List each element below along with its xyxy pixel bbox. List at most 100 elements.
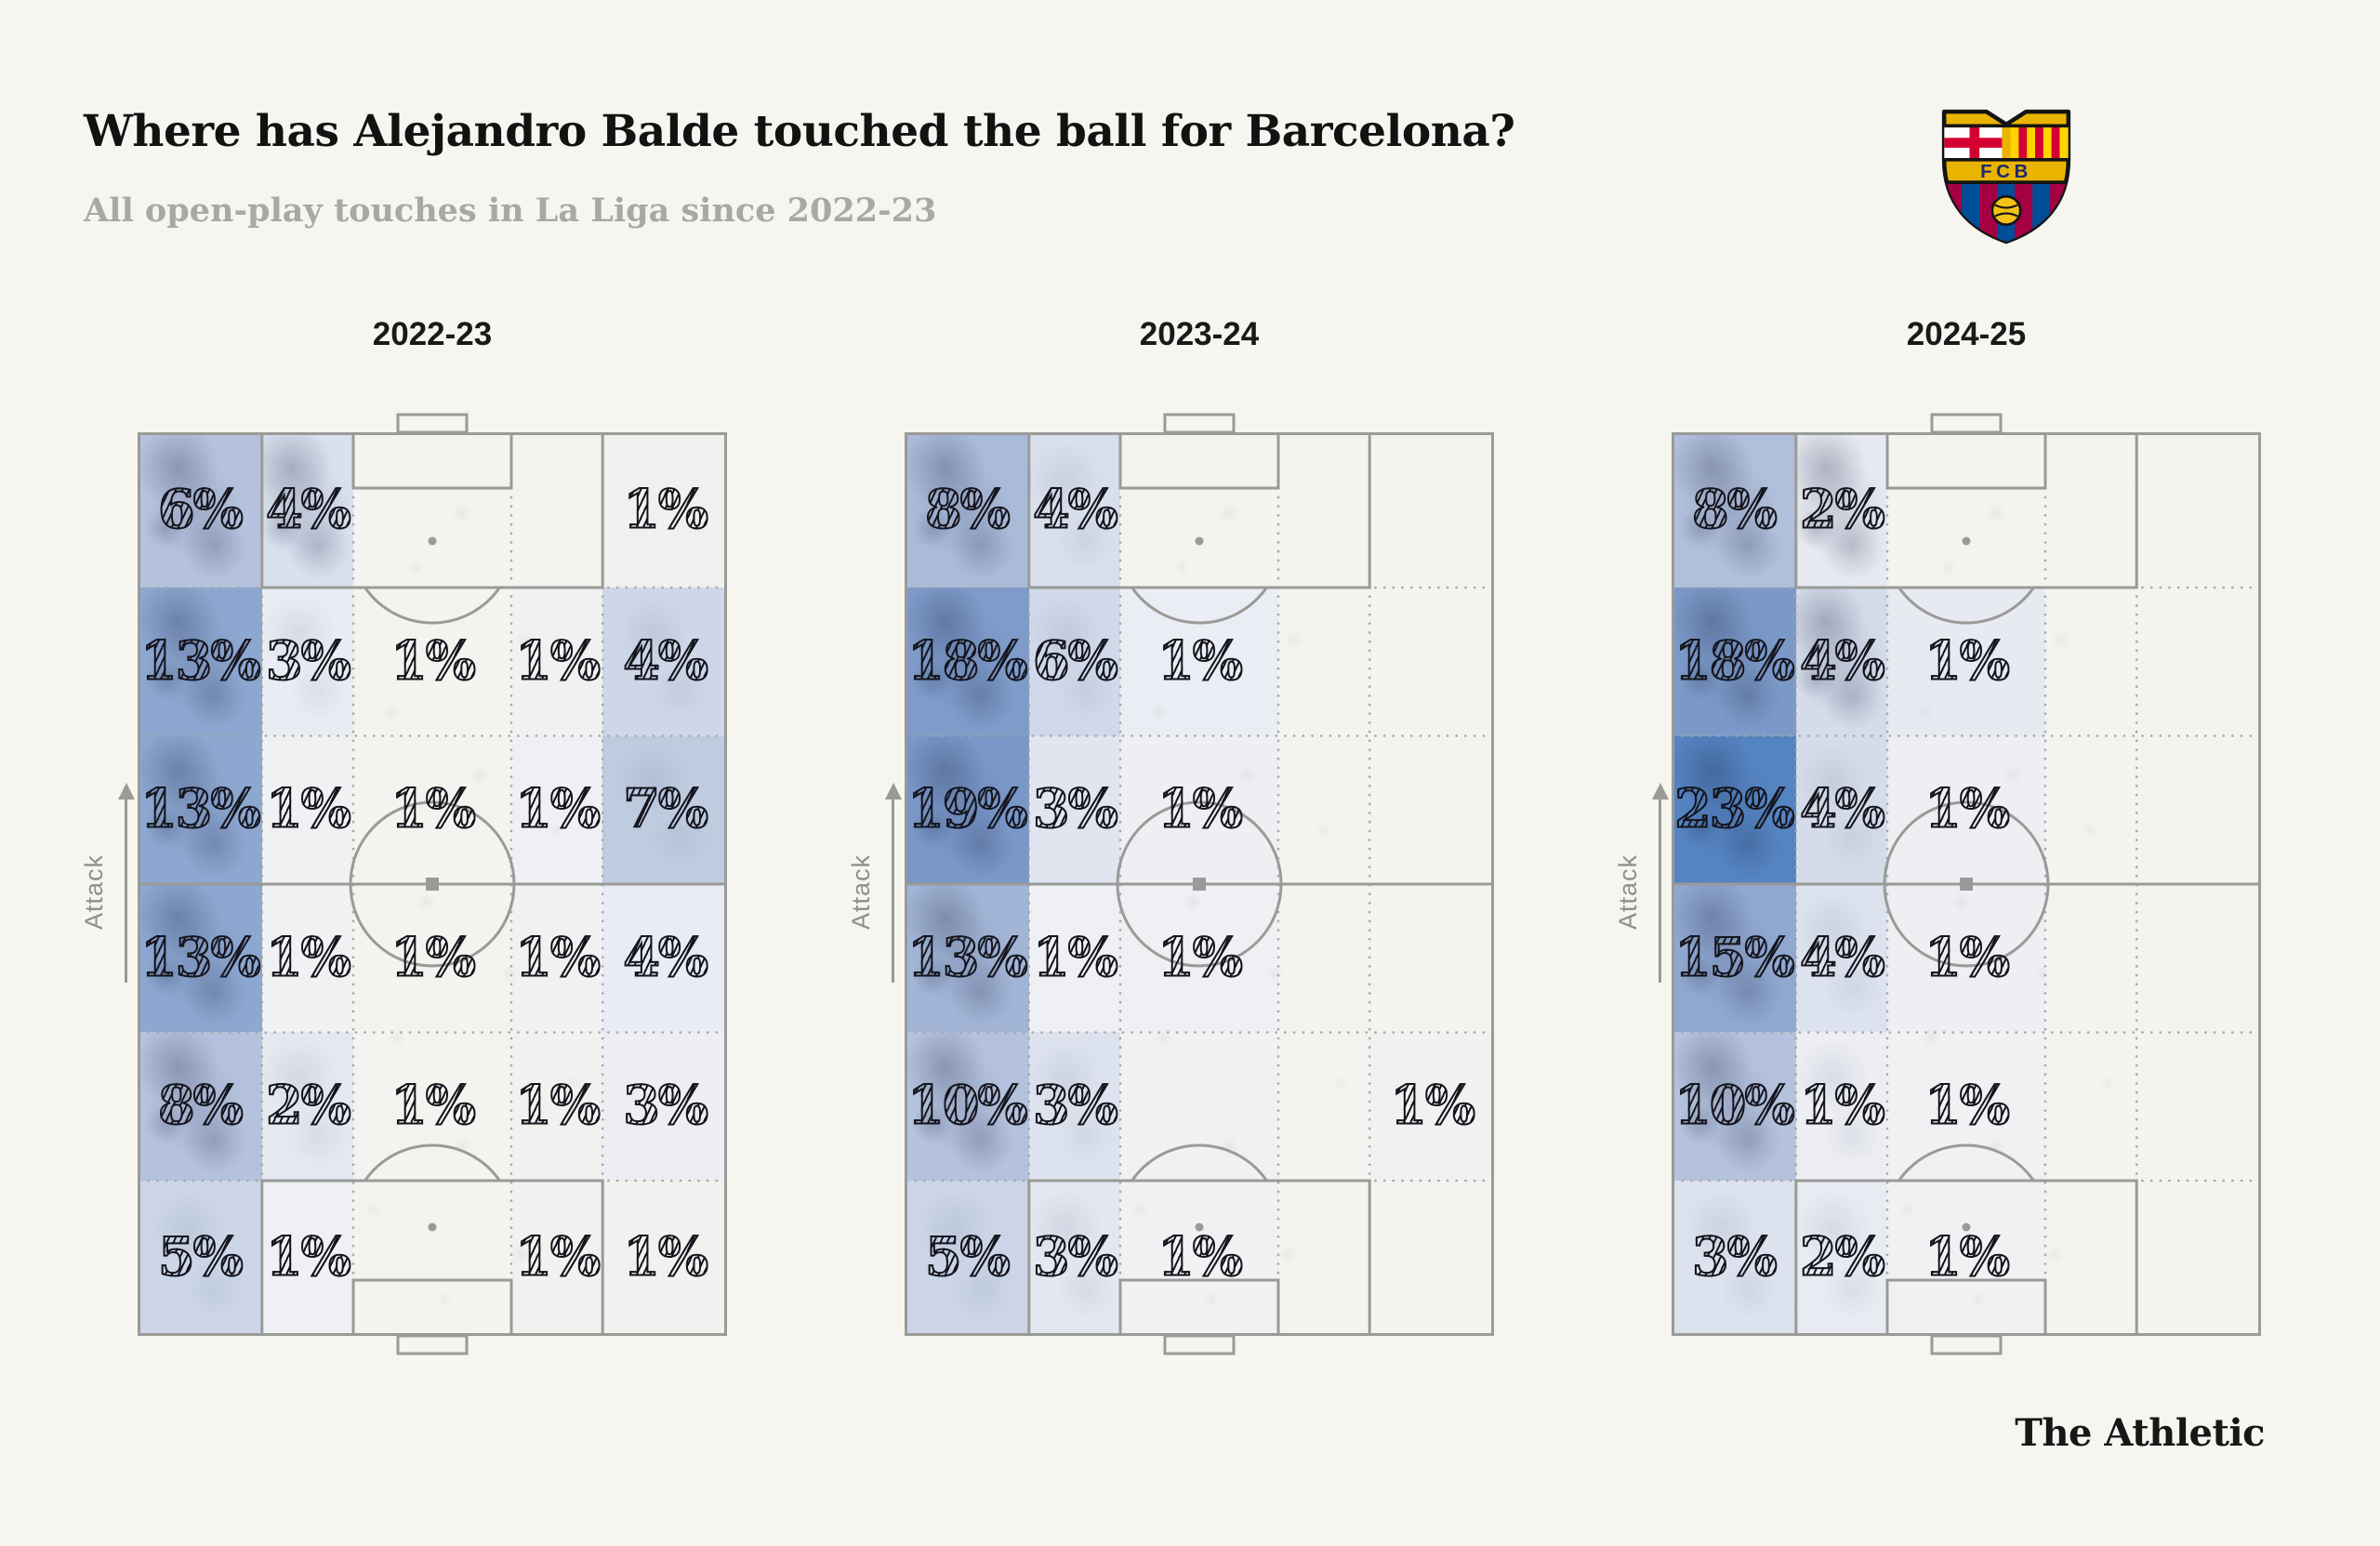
zone-cell (2136, 1032, 2261, 1181)
zone-label: 7% (622, 777, 709, 840)
zone-cell (1887, 1032, 2045, 1181)
zone-cell (2044, 1180, 2137, 1336)
penalty-arc-bottom (364, 1143, 501, 1182)
zone-cell (510, 1180, 603, 1336)
zone-cell (1120, 1032, 1278, 1181)
pitch-markings (138, 413, 727, 1355)
zone-cell (510, 1032, 603, 1181)
zone-label: 1% (265, 777, 352, 840)
zone-label: 4% (1799, 926, 1886, 989)
center-circle (1883, 800, 2050, 968)
zone-label: 3% (265, 629, 352, 693)
pitch: Attack 6% 4% 1% 13% 3% 1% 1% 4% 13% 1% 1% 1% 7% 13% 1%… (80, 413, 727, 1355)
zone-label: 13% (139, 629, 261, 693)
zone-cell (261, 735, 354, 884)
zone-cell (1369, 1180, 1494, 1336)
goal-top (396, 413, 469, 434)
zone-label: 19% (906, 777, 1028, 840)
zone-label: 10% (1673, 1074, 1795, 1137)
zone-label: 1% (514, 629, 602, 693)
zone-label: 5% (924, 1225, 1012, 1288)
zone-cell (2136, 588, 2261, 736)
zone-label: 4% (1799, 777, 1886, 840)
crest-catalan-quarter (2010, 126, 2069, 160)
zone-cell (261, 588, 354, 736)
zone-cell (1277, 1180, 1370, 1336)
zone-label: 1% (622, 477, 709, 540)
zone-label: 1% (390, 629, 477, 693)
center-circle (349, 800, 516, 968)
zone-cell (1887, 588, 2045, 736)
zone-cell (1795, 735, 1888, 884)
zone-cell (1369, 432, 1494, 588)
zone-cell (1672, 432, 1796, 588)
zone-cell (905, 1180, 1029, 1336)
goal-area-top (1885, 432, 2047, 490)
zone-cell (602, 1032, 727, 1181)
zone-cell (1672, 588, 1796, 736)
zone-label: 1% (1157, 777, 1244, 840)
zone-label: 1% (514, 1074, 602, 1137)
zone-cell (1672, 735, 1796, 884)
penalty-spot-bottom (1195, 1222, 1204, 1232)
goal-top (1163, 413, 1236, 434)
season-label: 2023-24 (1139, 316, 1260, 352)
zone-cell (905, 735, 1029, 884)
attack-direction-label: Attack (80, 853, 108, 930)
zone-cell (1672, 884, 1796, 1033)
penalty-arc-top (1897, 587, 2035, 625)
zone-label: 1% (1157, 926, 1244, 989)
pitch-markings (905, 413, 1494, 1355)
season-label: 2022-23 (372, 316, 493, 352)
zone-cell (2044, 884, 2137, 1033)
pitch: Attack 8% 4% 18% 6% 1% 19% 3% 1% 13% 1% 1% 10% 3% 1% 5… (847, 413, 1494, 1355)
season-panel-2023-24: 2023-24 (847, 316, 1494, 1487)
zone-cell (1795, 432, 1888, 588)
attack-direction-arrow-icon (117, 783, 135, 983)
penalty-arc-top (1130, 587, 1268, 625)
zone-cell (1369, 735, 1494, 884)
zone-label: 4% (1799, 629, 1886, 693)
goal-area-top (351, 432, 513, 490)
zone-cell (2044, 735, 2137, 884)
zone-cell (353, 1032, 511, 1181)
zone-cell (138, 735, 262, 884)
zone-label: 1% (1799, 1074, 1886, 1137)
zone-cell (510, 884, 603, 1033)
page-subtitle: All open-play touches in La Liga since 2… (84, 192, 937, 230)
penalty-arc-bottom (1130, 1143, 1268, 1182)
zone-cell (1672, 1032, 1796, 1181)
zone-cell (1028, 432, 1121, 588)
publisher-wordmark: The Athletic (2015, 1411, 2265, 1455)
zone-label: 18% (1673, 629, 1795, 693)
zone-cell (1028, 884, 1121, 1033)
zone-cell (1120, 1180, 1278, 1336)
zone-cell (261, 432, 354, 588)
zone-cell (2136, 1180, 2261, 1336)
zone-cell (602, 432, 727, 588)
zone-label: 3% (622, 1074, 709, 1137)
zone-label: 23% (1673, 777, 1795, 840)
attack-direction-label: Attack (1614, 853, 1642, 930)
zone-cell (1277, 1032, 1370, 1181)
center-spot (1193, 878, 1206, 891)
center-spot (426, 878, 439, 891)
zone-label: 13% (139, 777, 261, 840)
zone-label: 1% (514, 1225, 602, 1288)
zone-label: 1% (1157, 629, 1244, 693)
zone-label: 13% (139, 926, 261, 989)
zone-cell (1369, 588, 1494, 736)
zone-label: 8% (924, 477, 1012, 540)
goal-area-top (1118, 432, 1280, 490)
penalty-arc-top (364, 587, 501, 625)
zone-cells (1672, 432, 2261, 1336)
zone-cell (353, 884, 511, 1033)
zone-cell (1277, 588, 1370, 736)
zone-label: 1% (1924, 926, 2011, 989)
zone-label: 2% (265, 1074, 352, 1137)
zone-cell (1369, 884, 1494, 1033)
zone-cell (1672, 1180, 1796, 1336)
zone-cell (1277, 735, 1370, 884)
attack-direction-arrow-icon (884, 783, 902, 983)
